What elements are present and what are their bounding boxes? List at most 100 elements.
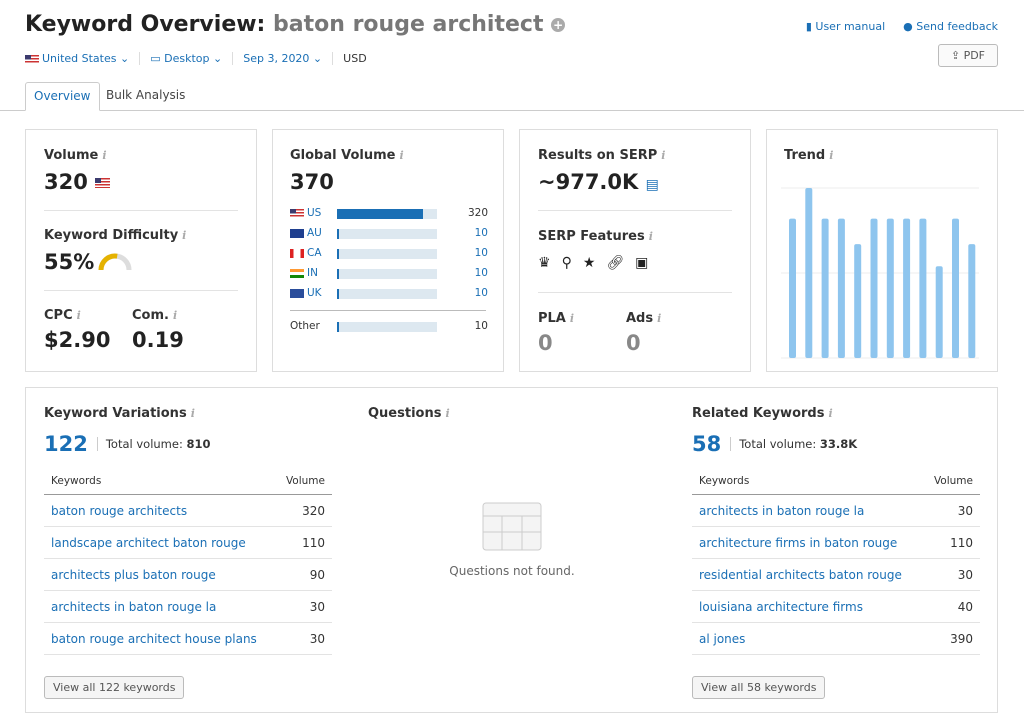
com-value: 0.19 <box>132 328 184 352</box>
trend-bar[interactable] <box>935 266 943 358</box>
keyword-volume: 90 <box>275 558 332 591</box>
trend-bar[interactable] <box>886 218 894 358</box>
country-code[interactable]: CA <box>290 247 322 259</box>
keyword: baton rouge architect <box>273 12 544 37</box>
keyword-link[interactable]: baton rouge architects <box>44 494 276 527</box>
trend-bar[interactable] <box>952 218 959 358</box>
trend-bar[interactable] <box>837 218 845 358</box>
us-flag-icon <box>95 178 111 188</box>
uk-flag-icon <box>290 288 304 298</box>
country-code[interactable]: AU <box>290 227 322 239</box>
keyword-volume: 110 <box>275 526 332 559</box>
serp-snapshot-icon[interactable]: ▤ <box>645 177 659 193</box>
trend-bar[interactable] <box>919 218 927 358</box>
keyword-volume: 320 <box>275 494 332 527</box>
info-icon[interactable]: i <box>76 309 81 322</box>
page-title: Keyword Overview: baton rouge architect … <box>25 12 566 37</box>
view-all-variations-button[interactable]: View all 122 keywords <box>44 676 185 699</box>
country-volume[interactable]: 10 <box>474 287 488 299</box>
keyword-link[interactable]: architects in baton rouge la <box>692 494 924 527</box>
related-count[interactable]: 58 <box>692 432 722 456</box>
country-volume[interactable]: 10 <box>474 227 488 239</box>
trend-bar[interactable] <box>805 188 813 358</box>
volume-value: 320 <box>44 170 88 194</box>
keyword-link[interactable]: architects plus baton rouge <box>44 558 276 591</box>
country-label: US <box>307 207 322 219</box>
country-select[interactable]: United States ⌄ <box>25 52 141 65</box>
date-label: Sep 3, 2020 <box>243 52 310 65</box>
trend-bar[interactable] <box>903 218 911 358</box>
tab-bulk-analysis[interactable]: Bulk Analysis <box>106 88 186 102</box>
country-label: United States <box>42 52 117 65</box>
country-volume[interactable]: 10 <box>474 247 488 259</box>
info-icon[interactable]: i <box>648 230 653 243</box>
country-volume: 320 <box>467 207 488 219</box>
keyword-link[interactable]: baton rouge architect house plans <box>44 622 276 655</box>
variations-count[interactable]: 122 <box>44 432 88 456</box>
info-icon[interactable]: i <box>399 149 404 162</box>
info-icon[interactable]: i <box>102 149 107 162</box>
info-icon[interactable]: i <box>182 229 187 242</box>
trend-bar[interactable] <box>789 218 796 358</box>
ca-flag-icon <box>290 248 304 258</box>
trend-chart <box>781 187 979 359</box>
trend-bar[interactable] <box>821 218 829 358</box>
global-volume-card: Global Volume i 370 US 320 AU 10 CA 10 IN 10 UK 10… <box>272 129 504 372</box>
pdf-button[interactable]: ⇪ PDF <box>937 44 998 67</box>
star-icon[interactable]: ★ <box>582 255 596 271</box>
link-icon[interactable]: 🔗︎ <box>606 255 625 271</box>
user-manual-label: User manual <box>815 20 886 33</box>
com-label: Com. <box>132 308 169 323</box>
tab-overview[interactable]: Overview <box>25 82 100 111</box>
total-label: Total volume: <box>105 437 183 451</box>
keyword-link[interactable]: louisiana architecture firms <box>692 590 924 623</box>
pla-value: 0 <box>538 331 553 355</box>
crown-icon[interactable]: ♛ <box>538 255 551 271</box>
device-select[interactable]: ▭ Desktop ⌄ <box>140 52 234 65</box>
country-code[interactable]: US <box>290 207 321 219</box>
image-icon[interactable]: ▣ <box>635 255 649 271</box>
trend-label: Trend <box>784 148 826 163</box>
user-manual-link[interactable]: ▮ User manual <box>805 20 886 33</box>
keyword-link[interactable]: architects in baton rouge la <box>44 590 276 623</box>
country-label: AU <box>307 227 322 239</box>
keyword-link[interactable]: residential architects baton rouge <box>692 558 924 591</box>
view-all-related-button[interactable]: View all 58 keywords <box>692 676 826 699</box>
country-label: CA <box>307 247 322 259</box>
keyword-link[interactable]: landscape architect baton rouge <box>44 526 276 559</box>
country-code[interactable]: UK <box>290 287 322 299</box>
info-icon[interactable]: i <box>445 407 450 420</box>
desktop-icon: ▭ <box>150 52 161 65</box>
keyword-link[interactable]: al jones <box>692 622 924 655</box>
info-icon[interactable]: i <box>828 407 833 420</box>
info-icon[interactable]: i <box>569 312 575 325</box>
keyword-link[interactable]: architecture firms in baton rouge <box>692 526 924 559</box>
pin-icon[interactable]: ⚲ <box>561 255 572 271</box>
global-row-in: IN 10 <box>290 267 488 281</box>
info-icon[interactable]: i <box>190 407 195 420</box>
volume-bar <box>337 289 437 299</box>
trend-bar[interactable] <box>968 244 976 358</box>
keyword-volume: 40 <box>923 590 980 623</box>
volume-card: Volume i 320 Keyword Difficulty i 55% CPC i… <box>25 129 257 372</box>
trend-bar[interactable] <box>854 244 862 358</box>
send-feedback-link[interactable]: ● Send feedback <box>903 20 998 33</box>
trend-bar[interactable] <box>870 218 878 358</box>
country-volume[interactable]: 10 <box>474 267 488 279</box>
questions-empty: Questions not found. <box>449 564 575 578</box>
date-select[interactable]: Sep 3, 2020 ⌄ <box>233 52 334 65</box>
total-value: 810 <box>186 437 211 451</box>
serp-card: Results on SERP i ~977.0K ▤ SERP Features… <box>519 129 751 372</box>
add-icon[interactable]: + <box>551 18 566 32</box>
global-row-ca: CA 10 <box>290 247 488 261</box>
table-row: residential architects baton rouge 30 <box>692 558 980 591</box>
us-flag-icon <box>290 208 304 218</box>
info-icon[interactable]: i <box>661 149 666 162</box>
info-icon[interactable]: i <box>172 309 178 322</box>
info-icon[interactable]: i <box>829 149 834 162</box>
ads-label: Ads <box>626 311 654 326</box>
kd-label: Keyword Difficulty <box>44 228 179 243</box>
volume-bar <box>337 269 437 279</box>
country-code[interactable]: IN <box>290 267 318 279</box>
info-icon[interactable]: i <box>657 312 662 325</box>
